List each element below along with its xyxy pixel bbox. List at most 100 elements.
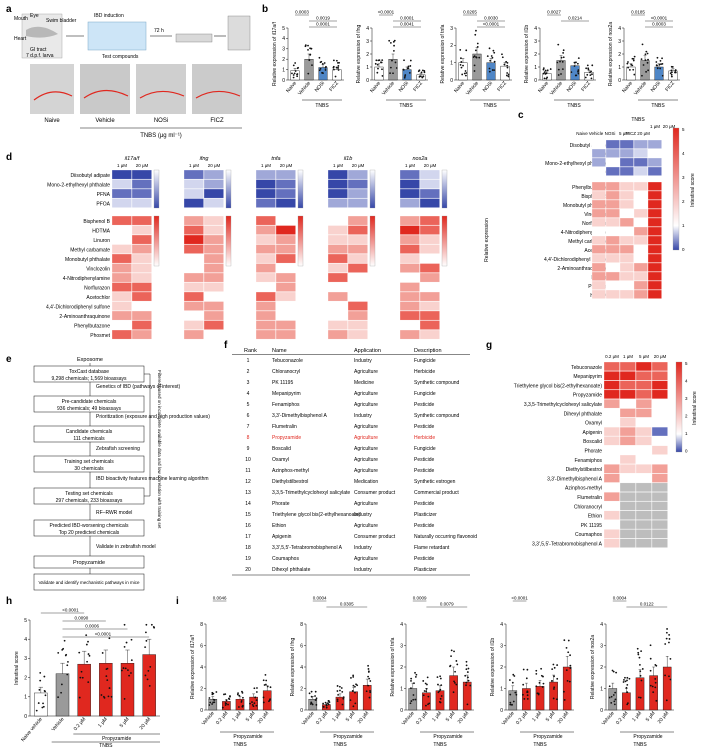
- data-point: [542, 67, 545, 70]
- y-tick-label: 0: [400, 708, 403, 714]
- data-point: [641, 74, 643, 77]
- y-tick-label: 3: [282, 47, 285, 53]
- data-point: [613, 703, 616, 706]
- label-mouth: Mouth: [14, 16, 28, 22]
- data-point: [573, 65, 576, 67]
- data-point: [543, 77, 546, 80]
- column-label: Vehicle: [589, 131, 604, 136]
- image-ficz: [192, 64, 242, 114]
- data-point: [310, 47, 313, 50]
- data-point: [324, 66, 327, 69]
- data-point: [227, 703, 229, 706]
- table-cell: Herbicide: [414, 369, 435, 375]
- colorbar-label: Relative expression: [484, 218, 490, 262]
- y-tick-label: 3: [366, 39, 369, 45]
- table-cell: 2: [247, 369, 250, 375]
- colorbar-red: [153, 215, 160, 267]
- heatmap-cell: [203, 225, 224, 235]
- heatmap-cell: [591, 190, 606, 200]
- data-point: [641, 668, 644, 670]
- heatmap-cell: [603, 501, 620, 511]
- colorbar-tick: 2: [685, 414, 688, 419]
- data-point: [575, 74, 578, 77]
- heatmap-cell: [635, 361, 652, 372]
- data-point: [669, 678, 672, 681]
- data-point: [307, 44, 309, 47]
- heatmap-cell: [619, 181, 634, 191]
- dose-label: 20 μM: [208, 163, 221, 168]
- y-tick-label: 1: [500, 686, 503, 692]
- p-value: <0.0001: [651, 16, 668, 21]
- heatmap-cell: [651, 436, 668, 446]
- data-point: [85, 643, 88, 646]
- x-tick-label: Naive: [369, 80, 382, 94]
- data-point: [555, 698, 558, 701]
- data-point: [62, 647, 65, 650]
- heatmap-cell: [651, 399, 668, 409]
- x-tick-label: Vehicle: [401, 710, 416, 726]
- table-cell: 4: [247, 391, 250, 397]
- data-point: [460, 57, 462, 60]
- heatmap-cell: [255, 234, 276, 245]
- bar: [562, 666, 572, 711]
- label-test-compounds: Test compounds: [102, 54, 139, 60]
- data-point: [403, 59, 405, 62]
- row-label: Monobutyl phthalate: [563, 203, 608, 209]
- y-axis-label: Relative expression of ifng: [290, 637, 296, 696]
- data-point: [409, 702, 412, 705]
- dose-label: 20 μM: [352, 163, 365, 168]
- data-point: [615, 671, 618, 674]
- heatmap-cell: [619, 148, 634, 158]
- table-cell: 20: [245, 567, 251, 573]
- data-point: [562, 49, 565, 52]
- microscope: [227, 15, 251, 51]
- heatmap-cell: [255, 329, 276, 340]
- x-tick-label: Vehicle: [501, 710, 516, 726]
- data-point: [369, 689, 371, 692]
- data-point: [628, 69, 631, 71]
- heatmap-cell: [327, 215, 348, 226]
- data-point: [43, 675, 46, 678]
- data-point: [314, 699, 317, 702]
- data-point: [584, 76, 587, 79]
- heatmap-cell: [399, 179, 420, 189]
- data-point: [658, 63, 661, 66]
- y-tick-label: 5: [282, 26, 285, 32]
- heatmap-cell: [635, 371, 652, 381]
- dose-label: 1 μM: [261, 163, 271, 168]
- p-value: <0.0001: [511, 596, 528, 601]
- data-point: [339, 689, 341, 692]
- y-tick-label: 3: [450, 26, 453, 32]
- data-point: [511, 704, 513, 706]
- y-tick-label: 8: [200, 622, 203, 628]
- data-point: [610, 701, 613, 704]
- heatmap-cell: [651, 426, 668, 437]
- data-point: [640, 679, 643, 682]
- heatmap-cell: [183, 310, 204, 321]
- table-cell: Agriculture: [354, 523, 378, 529]
- heatmap-cell: [591, 181, 606, 191]
- heatmap-cell: [651, 380, 668, 390]
- data-point: [414, 676, 417, 678]
- data-point: [476, 42, 479, 45]
- heatmap-cell: [619, 519, 636, 530]
- data-point: [422, 680, 425, 682]
- flow-precandidate-count: 936 chemicals; 49 bioassays: [57, 406, 121, 412]
- heatmap-cell: [203, 253, 224, 264]
- heatmap-cell: [111, 272, 132, 283]
- data-point: [654, 686, 657, 689]
- flow-toxcast: ToxCast database: [69, 369, 109, 375]
- data-point: [538, 681, 541, 684]
- data-point: [105, 675, 108, 678]
- data-point: [573, 61, 576, 64]
- heatmap-cell: [651, 371, 668, 381]
- x-tick-label: NOSi: [398, 80, 410, 93]
- heatmap-cell: [131, 234, 152, 245]
- data-point: [465, 660, 468, 663]
- data-point: [208, 704, 211, 706]
- y-tick-label: 2: [300, 686, 303, 692]
- p-value: 0.0046: [213, 596, 227, 601]
- heatmap-cell: [651, 454, 668, 465]
- colorbar-tick: 3: [682, 175, 685, 180]
- heatmap-cell: [651, 464, 668, 474]
